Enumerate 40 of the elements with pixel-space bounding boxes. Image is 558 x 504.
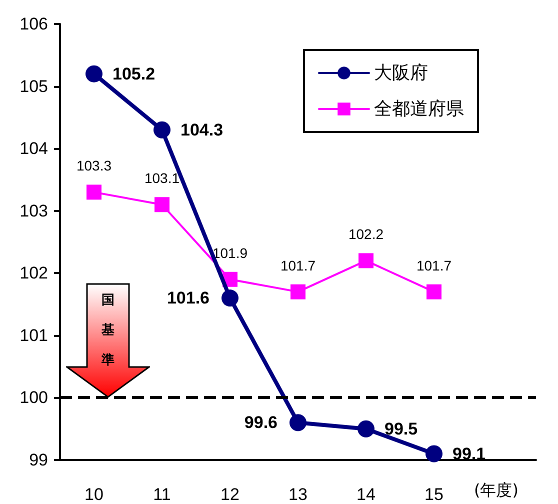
data-label: 101.7 [416,257,452,274]
data-label: 103.3 [76,158,112,174]
ref-line-label: 国基準 [100,292,116,369]
x-tick-label: 11 [153,485,171,504]
y-tick-label: 105 [20,76,48,96]
point [426,284,442,300]
data-label: 104.3 [180,120,224,140]
point [86,184,102,200]
data-label: 101.7 [280,257,316,274]
data-label: 102.2 [348,226,384,242]
x-tick-label: 14 [356,485,376,504]
point [358,253,374,268]
x-tick-label: 12 [220,485,240,504]
data-label: 105.2 [112,64,156,84]
y-tick-label: 103 [20,201,48,220]
point [290,284,306,300]
data-label: 101.9 [212,244,248,261]
y-tick-label: 99 [29,450,48,470]
point [222,290,238,307]
x-tick-label: 15 [424,485,444,504]
y-tick-label: 102 [20,264,48,283]
data-label: 101.6 [166,288,210,308]
y-tick-label: 104 [20,139,48,158]
point [358,420,374,438]
point [86,65,102,82]
x-tick-label: 10 [84,485,104,504]
data-label: 99.5 [384,419,418,438]
x-tick-label: 13 [288,485,308,504]
legend-label: 大阪府 [374,62,428,84]
point [154,197,170,212]
data-label: 99.6 [244,413,278,432]
y-tick-label: 100 [20,388,48,408]
y-tick-label: 106 [20,14,48,34]
point [426,445,442,462]
y-tick-label: 101 [20,326,48,345]
x-axis-title: (年度) [474,480,518,500]
point [290,414,306,432]
legend-label: 全都道府県 [374,98,464,120]
data-label: 103.1 [144,170,180,186]
point [154,121,170,138]
